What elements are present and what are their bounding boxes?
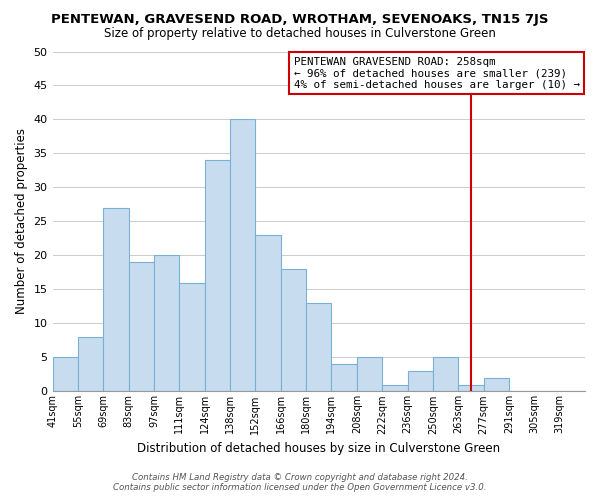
Bar <box>78 337 103 392</box>
X-axis label: Distribution of detached houses by size in Culverstone Green: Distribution of detached houses by size … <box>137 442 500 455</box>
Bar <box>230 120 256 392</box>
Bar <box>382 384 407 392</box>
Text: PENTEWAN GRAVESEND ROAD: 258sqm
← 96% of detached houses are smaller (239)
4% of: PENTEWAN GRAVESEND ROAD: 258sqm ← 96% of… <box>293 56 580 90</box>
Text: Size of property relative to detached houses in Culverstone Green: Size of property relative to detached ho… <box>104 28 496 40</box>
Bar <box>433 358 458 392</box>
Y-axis label: Number of detached properties: Number of detached properties <box>15 128 28 314</box>
Bar <box>357 358 382 392</box>
Bar <box>306 303 331 392</box>
Bar <box>53 358 78 392</box>
Text: PENTEWAN, GRAVESEND ROAD, WROTHAM, SEVENOAKS, TN15 7JS: PENTEWAN, GRAVESEND ROAD, WROTHAM, SEVEN… <box>51 12 549 26</box>
Bar <box>179 282 205 392</box>
Bar <box>281 269 306 392</box>
Bar <box>407 371 433 392</box>
Bar <box>128 262 154 392</box>
Bar <box>331 364 357 392</box>
Bar <box>103 208 128 392</box>
Bar <box>205 160 230 392</box>
Bar <box>458 384 484 392</box>
Bar <box>256 235 281 392</box>
Text: Contains HM Land Registry data © Crown copyright and database right 2024.
Contai: Contains HM Land Registry data © Crown c… <box>113 473 487 492</box>
Bar <box>484 378 509 392</box>
Bar <box>154 256 179 392</box>
